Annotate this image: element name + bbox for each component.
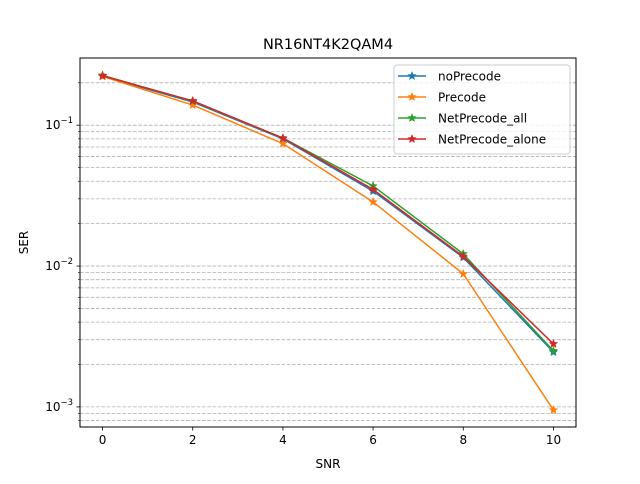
legend-marker bbox=[407, 112, 417, 123]
series-lines bbox=[97, 70, 559, 415]
legend-label: noPrecode bbox=[438, 70, 501, 84]
legend-frame bbox=[393, 64, 571, 155]
data-point bbox=[187, 99, 198, 110]
data-point bbox=[187, 95, 198, 105]
data-point bbox=[548, 338, 559, 349]
data-point bbox=[278, 133, 288, 143]
data-point bbox=[548, 404, 559, 415]
x-tick-label: 8 bbox=[459, 433, 467, 447]
y-tick-label: 10−1 bbox=[45, 116, 73, 132]
legend-marker bbox=[407, 91, 417, 102]
plot-frame bbox=[79, 57, 577, 428]
y-tick-label: 10−2 bbox=[45, 257, 73, 273]
series-line bbox=[102, 75, 554, 345]
x-tick-label: 4 bbox=[279, 433, 287, 447]
legend-label: Precode bbox=[438, 91, 486, 105]
grid-lines bbox=[80, 82, 576, 421]
series-line bbox=[102, 75, 554, 353]
chart-title: NR16NT4K2QAM4 bbox=[263, 37, 393, 53]
y-tick-label: 10−3 bbox=[45, 398, 73, 414]
data-point bbox=[548, 345, 559, 355]
data-point bbox=[368, 184, 378, 194]
legend: noPrecode Precode NetPrecode_all NetPrecode… bbox=[393, 64, 571, 155]
legend-entry: NetPrecode_alone bbox=[398, 133, 546, 147]
x-axis-label: SNR bbox=[316, 457, 341, 471]
axis-ticks: 10−1 10−2 10−3 0 2 4 6 8 10 bbox=[45, 82, 561, 447]
legend-marker bbox=[407, 70, 417, 81]
data-point bbox=[278, 138, 288, 148]
legend-label: NetPrecode_alone bbox=[438, 133, 546, 147]
series-3 bbox=[97, 70, 559, 349]
x-tick-label: 6 bbox=[369, 433, 377, 447]
legend-entry: noPrecode bbox=[398, 70, 501, 84]
legend-marker bbox=[407, 133, 417, 144]
legend-entry: Precode bbox=[398, 91, 486, 105]
data-point bbox=[458, 251, 469, 261]
legend-entry: NetPrecode_all bbox=[398, 112, 527, 126]
x-tick-label: 2 bbox=[189, 433, 197, 447]
data-point bbox=[368, 196, 378, 207]
legend-label: NetPrecode_all bbox=[438, 112, 527, 126]
x-tick-label: 10 bbox=[546, 433, 561, 447]
series-line bbox=[102, 75, 555, 411]
data-point bbox=[458, 268, 469, 278]
x-tick-label: 0 bbox=[99, 433, 107, 447]
data-point bbox=[97, 70, 108, 80]
y-axis-label: SER bbox=[17, 231, 31, 255]
